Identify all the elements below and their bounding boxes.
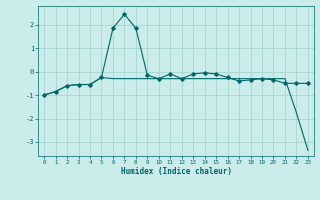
X-axis label: Humidex (Indice chaleur): Humidex (Indice chaleur) xyxy=(121,167,231,176)
